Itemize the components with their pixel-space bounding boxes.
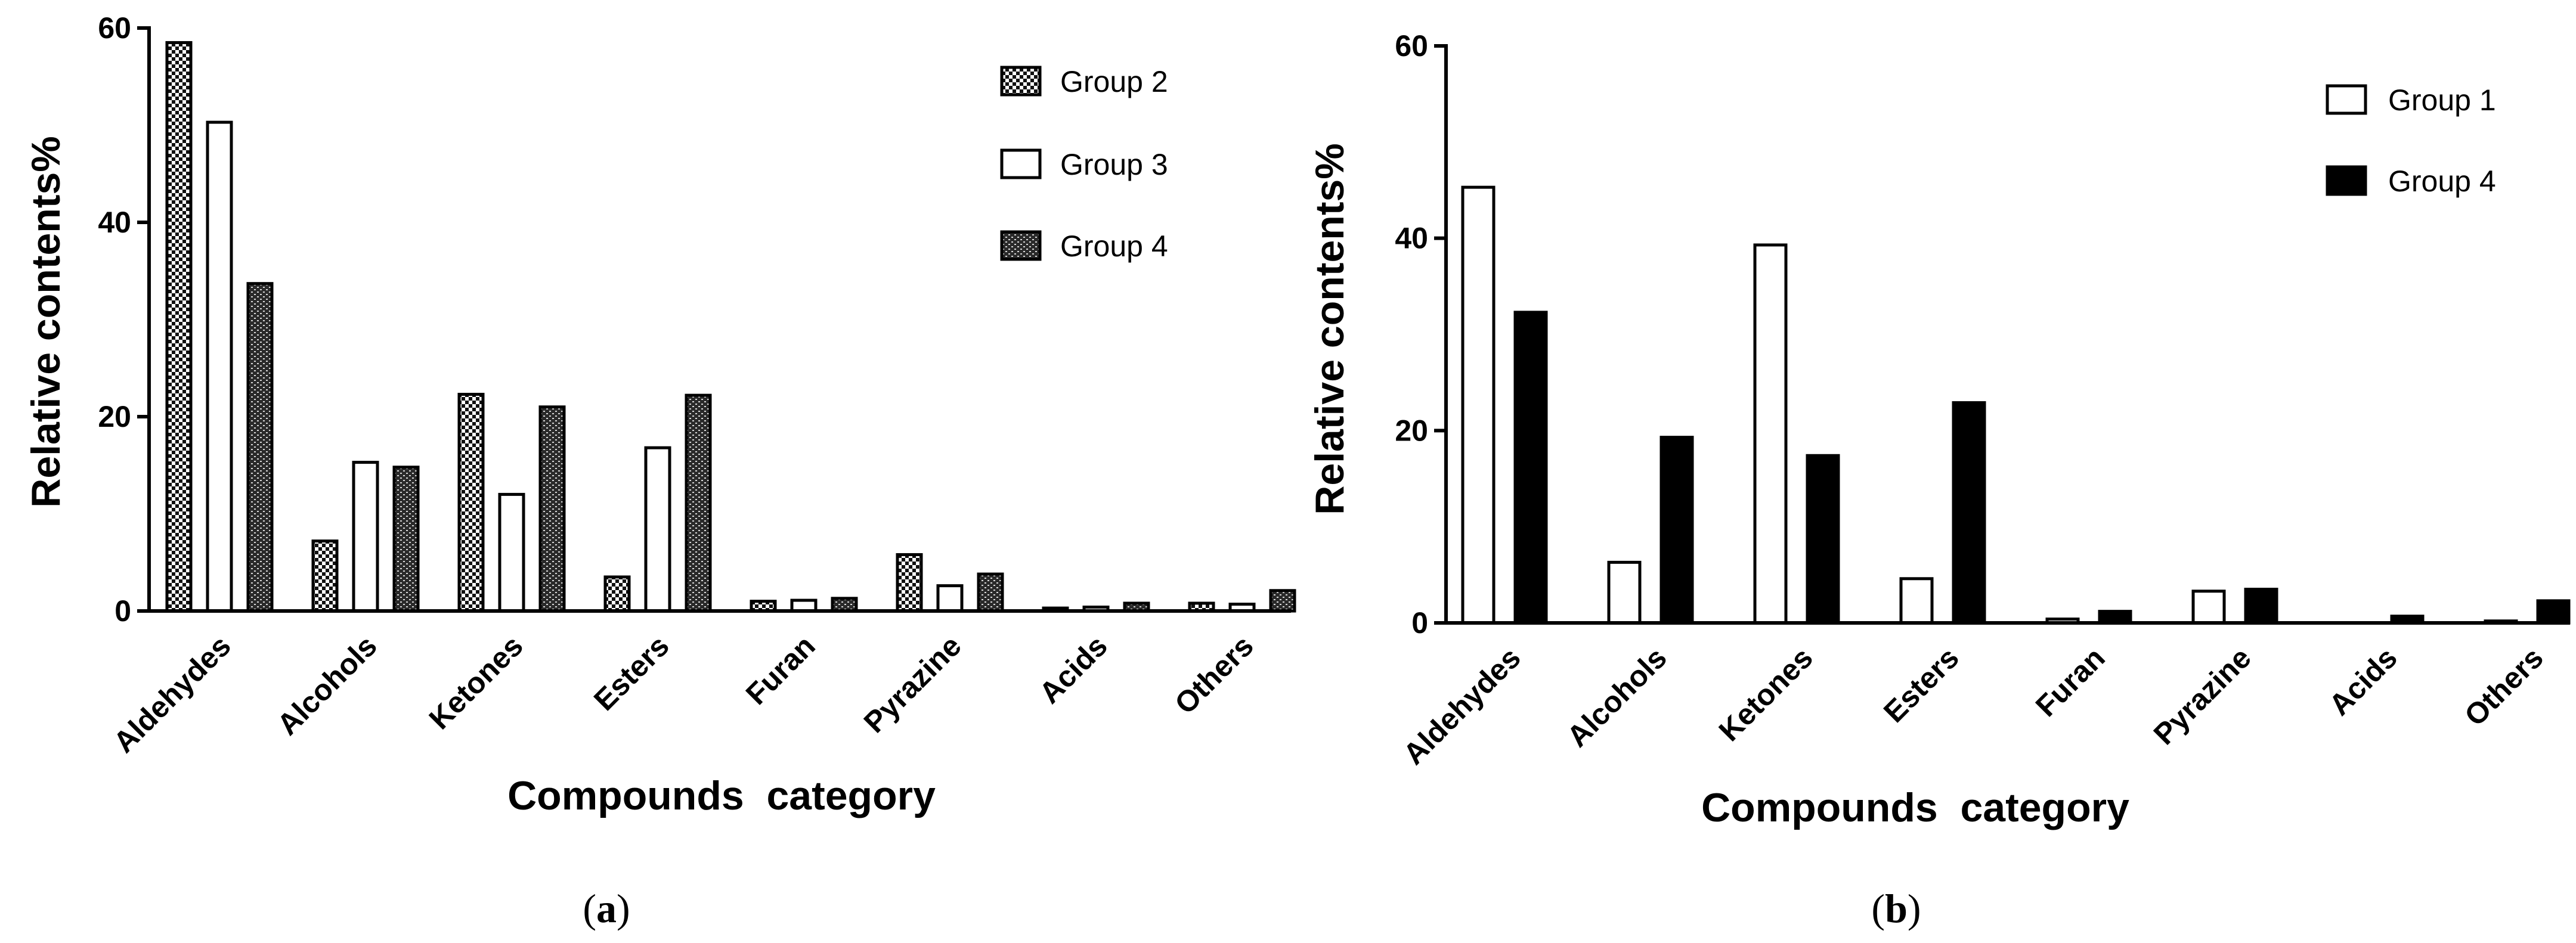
- bar-group-2-alcohols: [311, 539, 339, 613]
- legend-swatch-group-4-b: [2326, 165, 2367, 196]
- panel-a-ylabel: Relative contents%: [23, 136, 69, 508]
- bar-group-3-esters: [644, 446, 671, 613]
- x-tick-label-ketones: Ketones: [423, 629, 530, 736]
- bar-group-4-pyrazine: [977, 572, 1004, 613]
- bar-group-1-pyrazine: [2191, 590, 2226, 625]
- panel-a: Relative contents% 0 20 40 60 Aldehydes Alco…: [23, 11, 1296, 931]
- x-tick-label-others: Others: [2458, 641, 2550, 733]
- bar-group-4-alcohols: [1659, 436, 1694, 625]
- bar-group-4-furan: [831, 597, 858, 613]
- x-tick-label-aldehydes: Aldehydes: [107, 629, 237, 759]
- panel-b-caption-letter: b: [1885, 886, 1908, 931]
- bar-group-3-ketones: [498, 492, 525, 613]
- bar-group-4-ketones: [1806, 454, 1840, 625]
- y-tick-label: 40: [98, 206, 131, 239]
- legend-label-group-4-b: Group 4: [2388, 165, 2496, 198]
- bar-group-2-esters: [603, 575, 631, 613]
- legend-swatch-group-3: [1000, 148, 1042, 179]
- x-tick-label-esters: Esters: [587, 629, 676, 717]
- x-tick-label-ketones: Ketones: [1713, 641, 1819, 747]
- bar-group-4-ketones: [538, 405, 566, 613]
- x-tick-label-aldehydes: Aldehydes: [1397, 641, 1527, 771]
- bar-group-4-aldehydes: [246, 282, 274, 613]
- y-tick-label: 60: [1395, 29, 1428, 63]
- panel-b-category-labels: Aldehydes Alcohols Ketones Esters Furan Pyraz…: [1397, 641, 2549, 771]
- panel-b-legend: Group 1 Group 4: [2326, 83, 2496, 198]
- legend-label-group-1: Group 1: [2388, 83, 2496, 117]
- x-tick-label-alcohols: Alcohols: [271, 629, 383, 742]
- panel-b-y-ticks: 0 20 40 60: [1395, 29, 1446, 640]
- legend-swatch-group-1: [2326, 84, 2367, 115]
- y-tick-label: 0: [1411, 606, 1428, 640]
- panel-a-caption: (a): [583, 886, 630, 931]
- x-tick-label-furan: Furan: [739, 629, 822, 711]
- panel-a-caption-letter: a: [596, 886, 617, 931]
- panel-b-caption: (b): [1871, 886, 1921, 931]
- bar-group-1-esters: [1899, 577, 1934, 625]
- x-tick-label-others: Others: [1168, 629, 1260, 721]
- legend-swatch-group-4: [1000, 230, 1042, 261]
- bar-group-3-pyrazine: [936, 584, 964, 613]
- panel-a-bars: [165, 41, 1296, 613]
- bar-group-2-pyrazine: [896, 553, 923, 613]
- panel-b-xlabel: Compounds category: [1701, 785, 2129, 830]
- bar-group-2-aldehydes: [165, 41, 193, 613]
- panel-a-category-labels: Aldehydes Alcohols Ketones Esters Furan Pyraz…: [107, 629, 1259, 759]
- panel-a-xlabel: Compounds category: [507, 773, 936, 818]
- y-tick-label: 20: [98, 400, 131, 433]
- bar-group-4-esters: [685, 393, 712, 613]
- y-tick-label: 20: [1395, 414, 1428, 447]
- bar-group-1-aldehydes: [1461, 185, 1496, 625]
- panel-a-legend: Group 2 Group 3 Group 4: [1000, 65, 1168, 263]
- bar-group-4-pyrazine: [2244, 588, 2278, 625]
- bar-group-4-aldehydes: [1513, 311, 1548, 625]
- x-tick-label-pyrazine: Pyrazine: [857, 629, 968, 739]
- legend-label-group-4: Group 4: [1060, 229, 1168, 263]
- bar-group-4-others: [2536, 599, 2571, 625]
- bar-group-4-esters: [1952, 401, 1986, 625]
- legend-swatch-group-2: [1000, 66, 1042, 97]
- bar-group-4-others: [1269, 589, 1296, 613]
- legend-label-group-2: Group 2: [1060, 65, 1168, 98]
- bar-group-3-aldehydes: [206, 120, 233, 613]
- bar-group-2-ketones: [457, 393, 485, 613]
- x-tick-label-acids: Acids: [2323, 641, 2404, 722]
- x-tick-label-acids: Acids: [1033, 629, 1114, 710]
- y-tick-label: 40: [1395, 222, 1428, 255]
- x-tick-label-furan: Furan: [2029, 641, 2111, 723]
- x-tick-label-pyrazine: Pyrazine: [2147, 641, 2258, 751]
- y-tick-label: 0: [114, 594, 131, 628]
- panel-b-bars: [1461, 185, 2571, 625]
- panel-a-y-ticks: 0 20 40 60: [98, 11, 149, 628]
- bar-group-1-alcohols: [1607, 560, 1642, 625]
- bar-group-3-alcohols: [352, 461, 379, 613]
- panel-b-ylabel: Relative contents%: [1307, 143, 1352, 515]
- x-tick-label-esters: Esters: [1877, 641, 1965, 729]
- y-tick-label: 60: [98, 11, 131, 45]
- panel-b: Relative contents% 0 20 40 60 Aldehydes Alco…: [1307, 29, 2571, 931]
- bar-group-1-ketones: [1753, 243, 1788, 625]
- legend-label-group-3: Group 3: [1060, 148, 1168, 181]
- bar-group-4-alcohols: [392, 466, 420, 613]
- x-tick-label-alcohols: Alcohols: [1561, 641, 1673, 753]
